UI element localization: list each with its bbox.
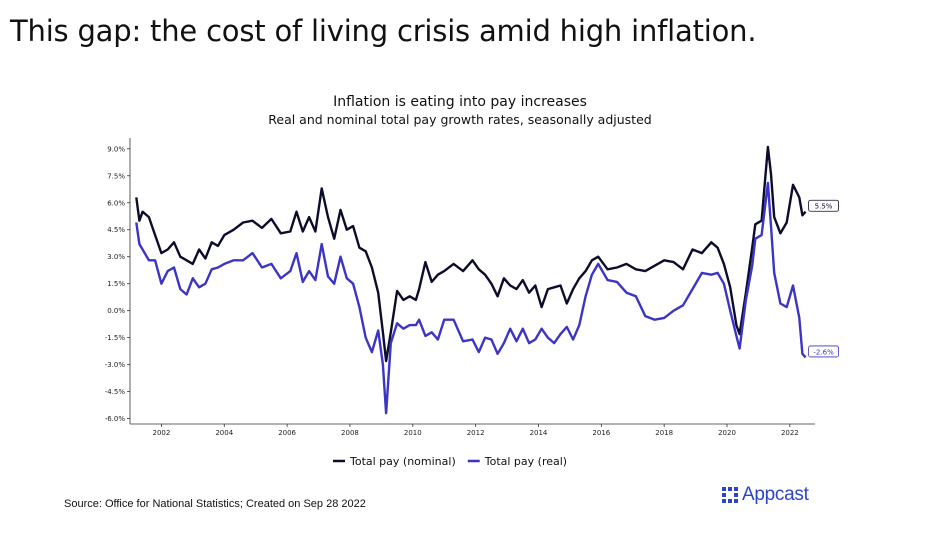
y-tick-label: 4.5%	[107, 226, 125, 234]
y-tick-label: 9.0%	[107, 145, 125, 153]
y-tick-label: 0.0%	[107, 307, 125, 315]
x-tick-label: 2004	[215, 429, 233, 437]
chart-series	[135, 145, 807, 415]
slide-title: This gap: the cost of living crisis amid…	[10, 14, 757, 48]
end-label: 5.5%	[815, 203, 833, 211]
y-tick-label: -1.5%	[105, 334, 126, 342]
x-tick-label: 2022	[781, 429, 799, 437]
x-tick-label: 2014	[530, 429, 548, 437]
legend-label: Total pay (nominal)	[349, 455, 456, 468]
end-label: -2.6%	[813, 348, 834, 356]
x-tick-label: 2008	[341, 429, 359, 437]
brand-logo: Appcast	[722, 484, 809, 506]
appcast-logo-icon	[722, 487, 738, 503]
chart-axes: 9.0% 7.5% 6.0% 4.5% 3.0% 1.5% 0.0% -1.5% -3.0% -4…	[105, 138, 815, 437]
x-tick-label: 2012	[467, 429, 485, 437]
y-tick-label: 7.5%	[107, 172, 125, 180]
x-tick-label: 2002	[153, 429, 171, 437]
y-tick-label: 1.5%	[107, 280, 125, 288]
x-tick-label: 2006	[278, 429, 296, 437]
chart-end-labels: 5.5% -2.6%	[808, 199, 839, 358]
y-tick-label: -3.0%	[105, 361, 126, 369]
y-tick-label: 6.0%	[107, 199, 125, 207]
end-label-box	[808, 199, 839, 212]
y-tick-label: -6.0%	[105, 415, 126, 423]
x-tick-label: 2016	[592, 429, 610, 437]
y-tick-label: 3.0%	[107, 253, 125, 261]
series-line-total-pay-real	[135, 181, 807, 415]
source-note: Source: Office for National Statistics; …	[64, 498, 366, 510]
chart-title: Inflation is eating into pay increases	[333, 94, 587, 110]
x-tick-label: 2010	[404, 429, 422, 437]
y-tick-label: -4.5%	[105, 388, 126, 396]
x-tick-label: 2018	[655, 429, 673, 437]
series-line-total-pay-nominal	[135, 145, 807, 363]
end-label-box	[808, 345, 839, 358]
chart-subtitle: Real and nominal total pay growth rates,…	[268, 112, 651, 127]
chart-legend: Total pay (nominal) Total pay (real)	[333, 455, 567, 468]
x-tick-label: 2020	[718, 429, 736, 437]
legend-label: Total pay (real)	[484, 455, 567, 468]
brand-name: Appcast	[742, 484, 809, 505]
